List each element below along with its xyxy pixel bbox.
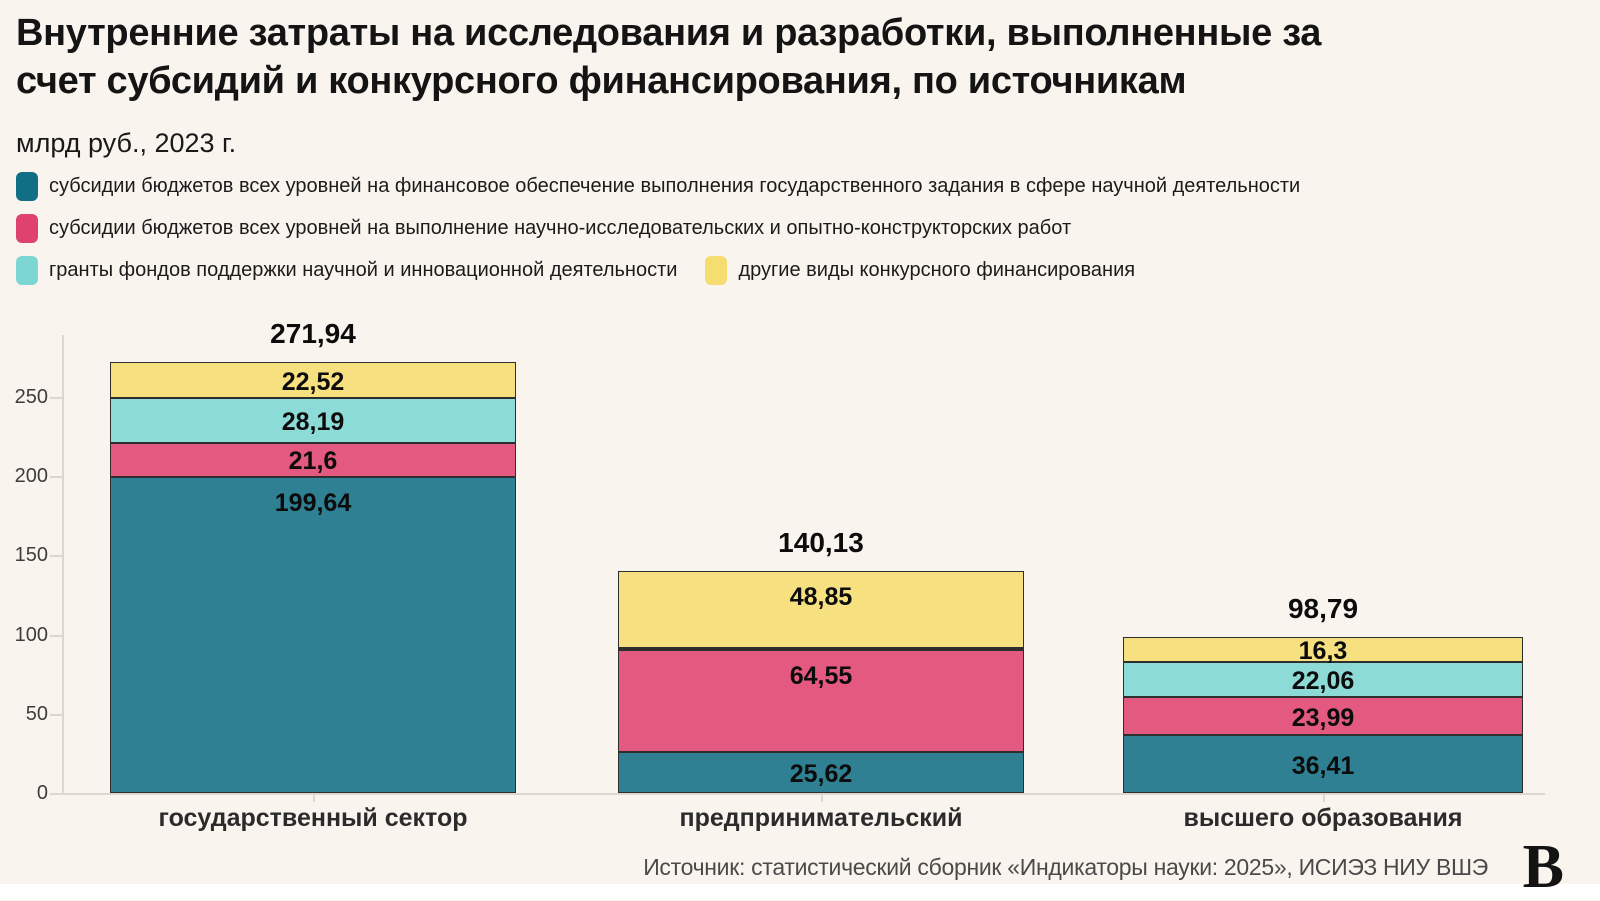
bar-segment-1-cat-0: 21,6 <box>110 442 516 477</box>
legend-label: субсидии бюджетов всех уровней на финанс… <box>49 175 1301 197</box>
bar-segment-2-cat-0: 28,19 <box>110 397 516 443</box>
bar-segment-0-cat-2: 36,41 <box>1123 735 1523 793</box>
x-tick-mark <box>821 793 823 802</box>
chart-title-line2: счет субсидий и конкурсного финансирован… <box>16 59 1187 102</box>
y-tick-label: 250 <box>14 386 48 408</box>
y-tick-label: 100 <box>14 623 48 646</box>
y-tick-mark <box>50 713 62 716</box>
category-label: государственный сектор <box>158 804 468 832</box>
category-label: высшего образования <box>1183 804 1463 832</box>
segment-value-label: 16,3 <box>1298 636 1348 665</box>
legend-item-3: другие виды конкурсного финансирования <box>705 256 1135 285</box>
legend-item-2: гранты фондов поддержки научной и иннова… <box>16 256 677 285</box>
bar-segment-3-cat-2: 16,3 <box>1123 636 1523 665</box>
bar-segment-1-cat-2: 23,99 <box>1123 697 1523 736</box>
legend-item-0: субсидии бюджетов всех уровней на финанс… <box>16 172 1300 201</box>
y-axis-line <box>62 335 64 793</box>
segment-value-label: 48,85 <box>789 583 853 612</box>
y-tick-label: 200 <box>14 465 48 488</box>
chart-title-line1: Внутренние затраты на исследования и раз… <box>16 12 1322 54</box>
bar-segment-0-cat-1: 25,62 <box>618 752 1024 793</box>
bar-segment-0-cat-0: 199,64 <box>110 476 516 793</box>
source-note: Источник: статистический сборник «Индика… <box>643 854 1488 880</box>
y-tick-mark <box>50 793 62 795</box>
segment-value-label: 23,99 <box>1291 703 1355 732</box>
bar-segment-3-cat-0: 22,52 <box>110 362 516 398</box>
segment-value-label: 22,06 <box>1291 667 1355 696</box>
chart-title: Внутренние затраты на исследования и раз… <box>16 10 1576 106</box>
legend-swatch-icon <box>16 214 38 243</box>
segment-value-label: 64,55 <box>789 662 853 691</box>
bar-segment-2-cat-2: 22,06 <box>1123 662 1523 698</box>
legend-item-1: субсидии бюджетов всех уровней на выполн… <box>16 214 1071 243</box>
bottom-strip <box>0 884 1600 900</box>
y-tick-mark <box>50 634 62 637</box>
legend-label: другие виды конкурсного финансирования <box>738 259 1136 281</box>
y-tick-label: 0 <box>36 782 48 804</box>
legend-swatch-icon <box>16 172 38 201</box>
bar-total-label: 271,94 <box>270 318 356 350</box>
y-tick-mark <box>50 476 62 479</box>
y-tick-label: 150 <box>14 544 48 567</box>
segment-value-label: 199,64 <box>274 488 352 517</box>
legend: субсидии бюджетов всех уровней на финанс… <box>16 172 1586 285</box>
chart-subtitle: млрд руб., 2023 г. <box>16 128 237 158</box>
segment-value-label: 36,41 <box>1291 751 1355 780</box>
y-tick-mark <box>50 397 62 399</box>
legend-label: субсидии бюджетов всех уровней на выполн… <box>49 217 1072 239</box>
category-label: предпринимательский <box>679 804 963 832</box>
bar-total-label: 140,13 <box>778 527 864 559</box>
bar-total-label: 98,79 <box>1287 592 1359 624</box>
segment-value-label: 25,62 <box>789 760 853 789</box>
x-tick-mark <box>313 793 315 802</box>
x-tick-mark <box>1323 793 1325 802</box>
segment-value-label: 28,19 <box>281 407 345 436</box>
x-axis-line <box>62 793 1545 795</box>
segment-value-label: 22,52 <box>281 367 345 396</box>
legend-swatch-icon <box>705 256 728 285</box>
vedomosti-logo: В <box>1522 833 1564 901</box>
legend-label: гранты фондов поддержки научной и иннова… <box>49 259 678 281</box>
legend-swatch-icon <box>16 256 38 285</box>
bar-segment-2-cat-1 <box>618 648 1024 651</box>
y-tick-label: 50 <box>25 702 48 725</box>
bar-segment-1-cat-1: 64,55 <box>618 650 1024 753</box>
y-tick-mark <box>50 555 62 558</box>
bar-segment-3-cat-1: 48,85 <box>618 571 1024 649</box>
segment-value-label: 21,6 <box>288 447 338 476</box>
